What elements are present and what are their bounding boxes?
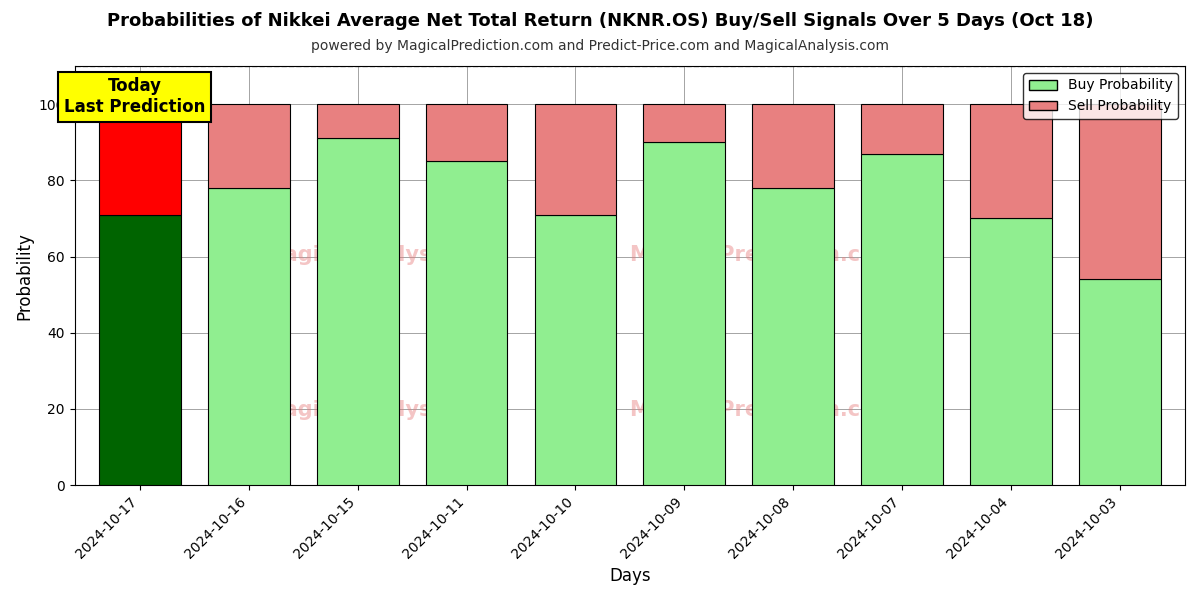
X-axis label: Days: Days [610,567,650,585]
Bar [970,104,1051,218]
Bar [208,104,289,188]
Y-axis label: Probability: Probability [16,232,34,320]
Text: Probabilities of Nikkei Average Net Total Return (NKNR.OS) Buy/Sell Signals Over: Probabilities of Nikkei Average Net Tota… [107,12,1093,30]
Text: MagicalPrediction.com: MagicalPrediction.com [630,400,896,420]
Bar [752,104,834,188]
Text: Today
Last Prediction: Today Last Prediction [64,77,205,116]
Bar [534,104,617,215]
Text: MagicalPrediction.com: MagicalPrediction.com [630,245,896,265]
Bar [100,104,181,215]
Bar [208,188,289,485]
Bar [426,104,508,161]
Legend: Buy Probability, Sell Probability: Buy Probability, Sell Probability [1024,73,1178,119]
Text: MagicalAnalysis.com: MagicalAnalysis.com [263,400,508,420]
Bar [970,218,1051,485]
Bar [317,104,398,139]
Bar [862,104,943,154]
Bar [1079,104,1160,280]
Bar [100,215,181,485]
Bar [643,142,725,485]
Bar [862,154,943,485]
Bar [426,161,508,485]
Bar [1079,280,1160,485]
Text: powered by MagicalPrediction.com and Predict-Price.com and MagicalAnalysis.com: powered by MagicalPrediction.com and Pre… [311,39,889,53]
Bar [534,215,617,485]
Text: MagicalAnalysis.com: MagicalAnalysis.com [263,245,508,265]
Bar [317,139,398,485]
Bar [643,104,725,142]
Bar [752,188,834,485]
